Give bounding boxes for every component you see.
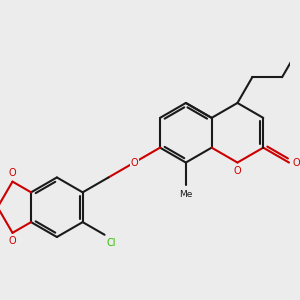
Text: Me: Me	[179, 190, 193, 199]
Text: O: O	[130, 158, 138, 167]
Text: O: O	[293, 158, 300, 167]
Text: O: O	[234, 166, 241, 176]
Text: O: O	[9, 236, 16, 246]
Text: Cl: Cl	[106, 238, 116, 248]
Text: O: O	[9, 169, 16, 178]
